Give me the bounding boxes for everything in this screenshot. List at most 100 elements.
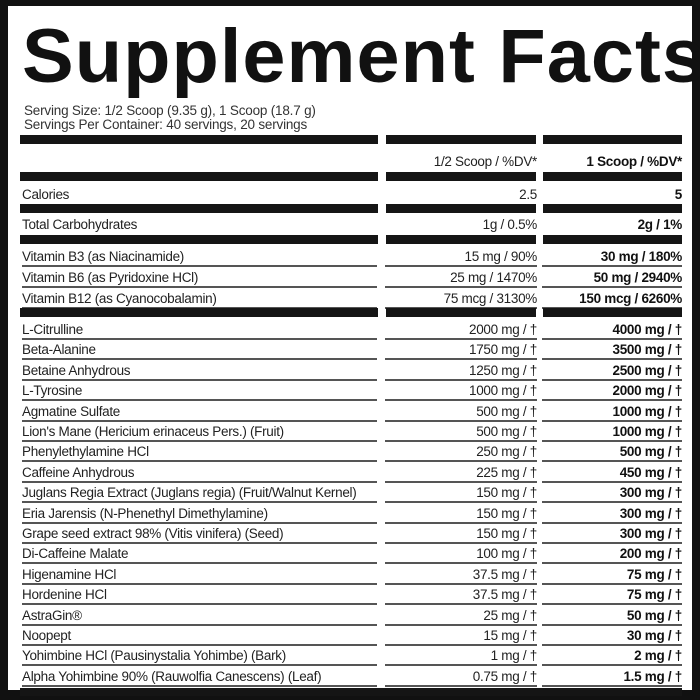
divider-segment <box>20 172 378 181</box>
half-scoop-amount: 0.75 mg / † <box>385 667 537 687</box>
table-row: Caffeine Anhydrous 225 mg / † 450 mg / † <box>20 463 682 483</box>
table-row: Vitamin B6 (as Pyridoxine HCl) 25 mg / 14… <box>20 268 682 288</box>
nutrient-name: Eria Jarensis (N-Phenethyl Dimethylamine… <box>22 504 377 524</box>
full-scoop-amount: 5 <box>674 187 683 202</box>
divider-segment <box>543 135 682 144</box>
full-scoop-amount: 300 mg / † <box>542 504 682 524</box>
divider-segment <box>386 172 536 181</box>
full-scoop-amount: 500 mg / † <box>542 442 682 463</box>
nutrient-name: Higenamine HCl <box>22 565 377 585</box>
serving-size: Serving Size: 1/2 Scoop (9.35 g), 1 Scoo… <box>24 103 316 118</box>
half-scoop-amount: 500 mg / † <box>385 402 537 422</box>
full-scoop-amount: 4000 mg / † <box>542 320 682 340</box>
table-row: L-Tyrosine 1000 mg / † 2000 mg / † <box>20 381 682 402</box>
full-scoop-amount: 30 mg / 180% <box>542 247 682 267</box>
table-row: Total Carbohydrates 1g / 0.5% 2g / 1% <box>20 215 682 235</box>
table-row: L-Citrulline 2000 mg / † 4000 mg / † <box>20 320 682 340</box>
divider-bar <box>20 135 682 144</box>
divider-segment <box>20 235 378 244</box>
table-row: Grape seed extract 98% (Vitis vinifera) … <box>20 524 682 544</box>
divider-segment <box>386 308 536 317</box>
nutrient-name: Noopept <box>22 626 377 646</box>
full-scoop-amount: 200 mg / † <box>542 544 682 565</box>
nutrient-name: Grape seed extract 98% (Vitis vinifera) … <box>22 524 377 544</box>
full-scoop-amount: 50 mg / † <box>542 606 682 626</box>
label-title: Supplement Facts <box>22 14 700 99</box>
divider-segment <box>20 135 378 144</box>
full-scoop-amount: 2500 mg / † <box>542 361 682 381</box>
half-scoop-amount: 15 mg / 90% <box>385 247 537 267</box>
half-scoop-amount: 150 mg / † <box>385 483 537 504</box>
half-scoop-amount: 500 mg / † <box>385 422 537 442</box>
nutrient-name: Juglans Regia Extract (Juglans regia) (F… <box>22 483 377 504</box>
nutrient-name: L-Citrulline <box>22 320 377 340</box>
divider-segment <box>20 204 378 213</box>
half-scoop-amount: 37.5 mg / † <box>385 565 537 585</box>
nutrient-name: Vitamin B3 (as Niacinamide) <box>22 247 377 267</box>
nutrient-name: L-Tyrosine <box>22 381 377 402</box>
nutrient-name: Total Carbohydrates <box>22 217 138 232</box>
full-scoop-amount: 30 mg / † <box>542 626 682 646</box>
nutrient-name: Vitamin B6 (as Pyridoxine HCl) <box>22 268 377 288</box>
full-scoop-amount: 450 mg / † <box>542 463 682 483</box>
divider-segment <box>20 308 378 317</box>
table-row: Higenamine HCl 37.5 mg / † 75 mg / † <box>20 565 682 585</box>
table-row: Vitamin B3 (as Niacinamide) 15 mg / 90% 30… <box>20 247 682 267</box>
table-row: Calories 2.5 5 <box>20 185 682 205</box>
nutrient-name: Betaine Anhydrous <box>22 361 377 381</box>
nutrient-name: Lion's Mane (Hericium erinaceus Pers.) (… <box>22 422 377 442</box>
full-scoop-amount: 2000 mg / † <box>542 381 682 402</box>
nutrient-name: Yohimbine HCl (Pausinystalia Yohimbe) (B… <box>22 646 377 667</box>
full-scoop-amount: 1.5 mg / † <box>542 667 682 687</box>
nutrient-name: Vitamin B12 (as Cyanocobalamin) <box>22 289 377 309</box>
divider-segment <box>386 235 536 244</box>
column-header-half-scoop: 1/2 Scoop / %DV* <box>433 154 538 169</box>
full-scoop-amount: 1000 mg / † <box>542 402 682 422</box>
table-row: Agmatine Sulfate 500 mg / † 1000 mg / † <box>20 402 682 422</box>
divider-bar <box>20 235 682 244</box>
full-scoop-amount: 1000 mg / † <box>542 422 682 442</box>
half-scoop-amount: 1250 mg / † <box>385 361 537 381</box>
half-scoop-amount: 100 mg / † <box>385 544 537 565</box>
table-row: Noopept 15 mg / † 30 mg / † <box>20 626 682 646</box>
full-scoop-amount: 75 mg / † <box>542 585 682 606</box>
half-scoop-amount: 2000 mg / † <box>385 320 537 340</box>
divider-segment <box>543 308 682 317</box>
full-scoop-amount: 2g / 1% <box>637 217 683 232</box>
table-row: Betaine Anhydrous 1250 mg / † 2500 mg / † <box>20 361 682 381</box>
table-row: Eria Jarensis (N-Phenethyl Dimethylamine… <box>20 504 682 524</box>
table-row: Hordenine HCl 37.5 mg / † 75 mg / † <box>20 585 682 606</box>
column-header-full-scoop: 1 Scoop / %DV* <box>586 154 682 169</box>
nutrient-name: Alpha Yohimbine 90% (Rauwolfia Canescens… <box>22 667 377 687</box>
half-scoop-amount: 25 mg / † <box>385 606 537 626</box>
nutrient-name: Beta-Alanine <box>22 340 377 361</box>
table-row: Vitamin B12 (as Cyanocobalamin) 75 mcg / … <box>20 289 682 309</box>
divider-segment <box>386 135 536 144</box>
bottom-bar <box>20 688 682 696</box>
half-scoop-amount: 150 mg / † <box>385 524 537 544</box>
half-scoop-amount: 75 mcg / 3130% <box>385 289 537 309</box>
full-scoop-amount: 2 mg / † <box>542 646 682 667</box>
half-scoop-amount: 2.5 <box>519 187 537 202</box>
nutrient-name: Hordenine HCl <box>22 585 377 606</box>
full-scoop-amount: 300 mg / † <box>542 524 682 544</box>
full-scoop-amount: 50 mg / 2940% <box>542 268 682 288</box>
full-scoop-amount: 3500 mg / † <box>542 340 682 361</box>
nutrient-name: Di-Caffeine Malate <box>22 544 377 565</box>
half-scoop-amount: 25 mg / 1470% <box>385 268 537 288</box>
nutrient-name: Phenylethylamine HCl <box>22 442 377 463</box>
table-row: AstraGin® 25 mg / † 50 mg / † <box>20 606 682 626</box>
table-row: Phenylethylamine HCl 250 mg / † 500 mg / † <box>20 442 682 463</box>
divider-segment <box>543 235 682 244</box>
half-scoop-amount: 37.5 mg / † <box>385 585 537 606</box>
half-scoop-amount: 225 mg / † <box>385 463 537 483</box>
nutrient-name: Agmatine Sulfate <box>22 402 377 422</box>
divider-segment <box>386 204 536 213</box>
divider-bar <box>20 204 682 213</box>
full-scoop-amount: 150 mcg / 6260% <box>542 289 682 309</box>
nutrient-name: AstraGin® <box>22 606 377 626</box>
half-scoop-amount: 250 mg / † <box>385 442 537 463</box>
column-header-row: 1/2 Scoop / %DV* 1 Scoop / %DV* <box>20 152 683 172</box>
half-scoop-amount: 15 mg / † <box>385 626 537 646</box>
divider-bar <box>20 172 682 181</box>
